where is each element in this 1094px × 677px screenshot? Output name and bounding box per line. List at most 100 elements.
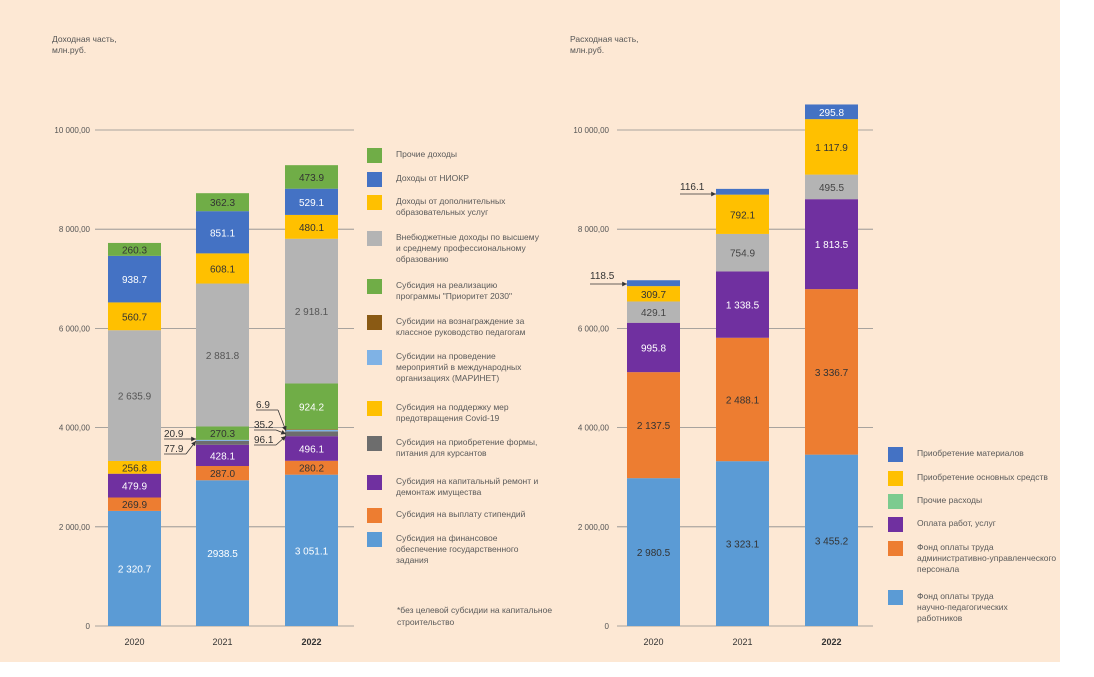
bar-segment	[285, 474, 338, 626]
data-label: 2 980.5	[637, 548, 671, 559]
data-label: 754.9	[730, 249, 755, 260]
y-tick-label: 4 000,00	[59, 424, 91, 433]
x-tick-label: 2020	[124, 637, 144, 647]
data-label: 529.1	[299, 198, 324, 209]
bar-segment	[196, 480, 249, 626]
y-tick-label: 10 000,00	[54, 126, 90, 135]
bar-segment	[196, 426, 249, 440]
data-label: 2 137.5	[637, 421, 671, 432]
bar-segment	[805, 199, 858, 290]
legend-swatch	[888, 471, 903, 486]
data-label: 256.8	[122, 463, 147, 474]
x-tick-label: 2021	[732, 637, 752, 647]
bar-segment	[627, 286, 680, 302]
y-tick-label: 10 000,00	[573, 126, 609, 135]
data-label: 3 323.1	[726, 540, 760, 551]
data-label: 560.7	[122, 312, 147, 323]
bar-segment	[196, 466, 249, 481]
data-label: 118.5	[590, 271, 615, 282]
legend-label: Прочие расходы	[917, 495, 983, 505]
y-tick-label: 2 000,00	[578, 523, 610, 532]
bar-segment	[627, 322, 680, 373]
legend-label: Фонд оплаты труда административно-управл…	[917, 542, 1057, 574]
data-label: 479.9	[122, 482, 147, 493]
legend-label: Субсидия на реализацию программы "Приори…	[396, 280, 512, 301]
data-label: 495.5	[819, 183, 844, 194]
callout-arrow	[277, 409, 287, 432]
data-label: 309.7	[641, 290, 666, 301]
bar-segment	[716, 461, 769, 626]
callout-arrow	[185, 440, 197, 455]
data-label: 480.1	[299, 223, 324, 234]
y-tick-label: 0	[86, 622, 91, 631]
legend-swatch	[367, 172, 382, 187]
bar-segment	[108, 242, 161, 256]
data-label: 995.8	[641, 343, 666, 354]
expense-unit-label: Расходная часть, млн.руб.	[570, 34, 639, 55]
data-label: 429.1	[641, 308, 666, 319]
legend-swatch	[367, 401, 382, 416]
legend-label: Субсидии на проведение мероприятий в меж…	[396, 351, 522, 383]
data-label: 35.2	[254, 420, 274, 431]
data-label: 2 320.7	[118, 564, 152, 575]
x-tick-label: 2020	[643, 637, 663, 647]
data-label: 608.1	[210, 264, 235, 275]
bar-segment	[805, 174, 858, 200]
legend-swatch	[367, 436, 382, 451]
data-label: 3 336.7	[815, 368, 849, 379]
data-label: 2938.5	[207, 549, 238, 560]
legend-label: Субсидия на поддержку мер предотвращения…	[396, 402, 509, 423]
y-tick-label: 6 000,00	[59, 324, 91, 333]
data-label: 2 635.9	[118, 392, 152, 403]
bar-segment	[805, 119, 858, 175]
data-label: 1 117.9	[815, 143, 848, 154]
legend-swatch	[367, 532, 382, 547]
bar-segment	[196, 193, 249, 212]
bar-segment	[196, 444, 249, 467]
data-label: 6.9	[256, 400, 270, 411]
legend-label: Субсидии на вознаграждение за классное р…	[396, 316, 526, 337]
bar-segment	[627, 478, 680, 626]
bar-segment	[285, 431, 338, 437]
legend-swatch	[367, 315, 382, 330]
bar-segment	[285, 436, 338, 461]
bar-segment	[285, 429, 338, 430]
legend-label: Доходы от НИОКР	[396, 173, 469, 183]
data-label: 938.7	[122, 275, 147, 286]
legend-label: Фонд оплаты труда научно-педагогических …	[917, 591, 1008, 623]
bar-segment	[716, 194, 769, 234]
legend-swatch	[888, 541, 903, 556]
bar-segment	[627, 301, 680, 323]
bar-segment	[627, 280, 680, 287]
data-label: 2 918.1	[295, 307, 329, 318]
legend-label: Доходы от дополнительных образовательных…	[396, 196, 506, 217]
data-label: 496.1	[299, 444, 324, 455]
bar-segment	[285, 383, 338, 430]
legend-label: Внебюджетные доходы по высшему и среднем…	[396, 232, 539, 264]
bar-segment	[196, 211, 249, 254]
bar-segment	[716, 188, 769, 195]
data-label: 280.2	[299, 464, 324, 475]
data-label: 792.1	[730, 210, 755, 221]
data-label: 96.1	[254, 435, 274, 446]
data-label: 116.1	[680, 182, 705, 193]
data-label: 260.3	[122, 245, 147, 256]
bar-segment	[108, 510, 161, 626]
legend-label: Прочие доходы	[396, 149, 457, 159]
y-tick-label: 2 000,00	[59, 523, 91, 532]
callout-arrow	[275, 429, 287, 435]
y-tick-label: 8 000,00	[578, 225, 610, 234]
bar-segment	[285, 188, 338, 215]
legend-swatch	[367, 231, 382, 246]
y-tick-label: 6 000,00	[578, 324, 610, 333]
legend-swatch	[367, 475, 382, 490]
data-label: 473.9	[299, 173, 324, 184]
x-tick-label: 2021	[212, 637, 232, 647]
bar-segment	[108, 497, 161, 511]
bar-segment	[805, 289, 858, 455]
data-label: 1 813.5	[815, 240, 849, 251]
legend-swatch	[367, 148, 382, 163]
legend-swatch	[367, 508, 382, 523]
income-unit-label: Доходная часть, млн.руб.	[52, 34, 117, 55]
bar-segment	[108, 302, 161, 331]
